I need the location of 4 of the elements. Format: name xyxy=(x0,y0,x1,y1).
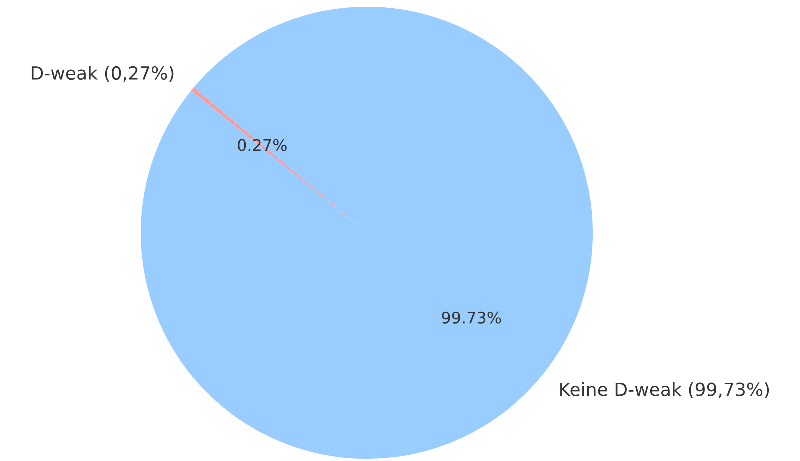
data-label: 99.73% xyxy=(442,312,502,324)
slice-label: Keine D-weak (99,73%) xyxy=(560,382,770,399)
data-label: 0.27% xyxy=(238,139,287,152)
slice-label: D-weak (0,27%) xyxy=(32,66,174,82)
